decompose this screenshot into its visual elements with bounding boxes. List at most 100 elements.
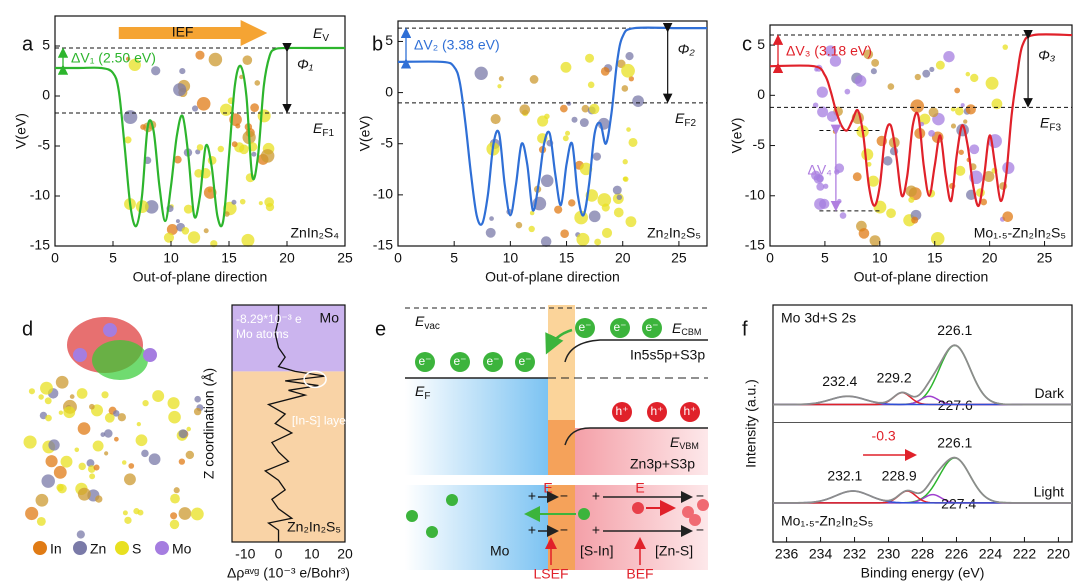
atom [101,391,109,399]
atom [581,104,590,113]
atom [195,149,201,155]
hole [647,402,667,422]
atom [861,148,874,161]
cbm-level [564,339,708,363]
atom [135,200,149,214]
field-label: IEF [172,24,194,40]
atom [911,216,919,224]
level-label: EF1 [313,120,334,139]
symbol: E [670,434,680,450]
level-label: EF2 [675,110,696,129]
electron [578,508,590,520]
atom [231,141,238,148]
x-tick-label: 15 [221,250,237,266]
atom [55,375,69,389]
atom [195,50,205,60]
offset-label: ΔV₁ (2.50 eV) [71,50,156,66]
electron-labels: e⁻ e⁻ e⁻ e⁻ e⁻ e⁻ e⁻ [418,320,658,368]
atom [585,53,595,63]
atom [125,56,131,62]
atom [571,116,578,123]
inner-offset-label: ΔV₄ [807,161,832,177]
charge: − [560,522,568,538]
level-label: ECBM [672,320,701,338]
atom [980,198,988,206]
atom [53,465,67,479]
x-tick-label: 20 [982,250,998,266]
fit-envelope [773,344,1072,406]
electrons [415,318,662,372]
atom [264,197,274,207]
x-tick-label: 10 [872,250,888,266]
atom [74,447,80,453]
plot-frame [231,304,346,543]
atom [58,410,64,415]
field-label: E [543,480,552,496]
electron-label: e⁻ [613,320,626,334]
y-axis-title: Intensity (a.u.) [743,379,759,468]
panel-letter: f [742,318,748,340]
hole [680,402,700,422]
atom [811,170,821,181]
symbol: E [675,110,685,126]
atom [497,84,502,89]
atom [124,136,132,144]
atom [812,102,819,109]
y-tick-label: 5 [757,36,765,52]
peak-label: 226.1 [937,322,972,338]
subscript: CBM [681,327,701,337]
legend-label: In [50,541,62,557]
symbol: E [1040,114,1050,130]
x-tick-label: 232 [843,546,867,562]
atom [250,103,259,113]
y-tick-label: 5 [385,32,393,48]
atom [78,462,86,471]
atom [183,204,193,214]
atom [143,348,157,362]
x-tick-label: 224 [979,546,1003,562]
x-tick-label: 228 [911,546,935,562]
atom [208,52,223,67]
atom [193,407,202,416]
fit-envelope [773,456,1072,504]
work-function-label: Φ₂ [678,41,696,57]
orbital-label: Zn3p+S3p [630,456,695,472]
y-axis-title: V(eV) [729,118,745,154]
atom [178,429,188,439]
orbital-label: In5s5p+S3p [630,347,705,363]
atom [77,487,91,501]
atom [908,196,915,203]
atom [103,323,117,337]
atom [175,219,180,224]
y-tick-label: -10 [745,186,765,202]
atom [515,221,523,229]
x-tick-label: 0 [51,250,59,266]
atom [163,232,175,243]
atoms-label: Mo atoms [236,327,289,341]
atom [625,52,634,61]
atom [963,119,968,124]
atom [104,451,109,456]
atom [965,71,971,77]
spectrum-name: Dark [1034,385,1065,401]
atom [950,106,956,112]
atom [626,127,631,132]
atom [69,394,75,399]
panel-letter: e [375,318,386,340]
atom [832,129,838,134]
atom [45,455,58,468]
y-tick-label: -15 [30,237,50,253]
level-label: EF3 [1040,114,1061,133]
atom [886,208,896,219]
subscript: VBM [679,441,699,451]
symbol: E [415,313,425,329]
atom [826,111,838,122]
atom [89,403,95,410]
atom [623,176,629,182]
charge: + [592,522,600,538]
atom [960,103,965,108]
atom [930,231,945,246]
atom [45,414,52,422]
electron-label: e⁻ [486,354,499,368]
